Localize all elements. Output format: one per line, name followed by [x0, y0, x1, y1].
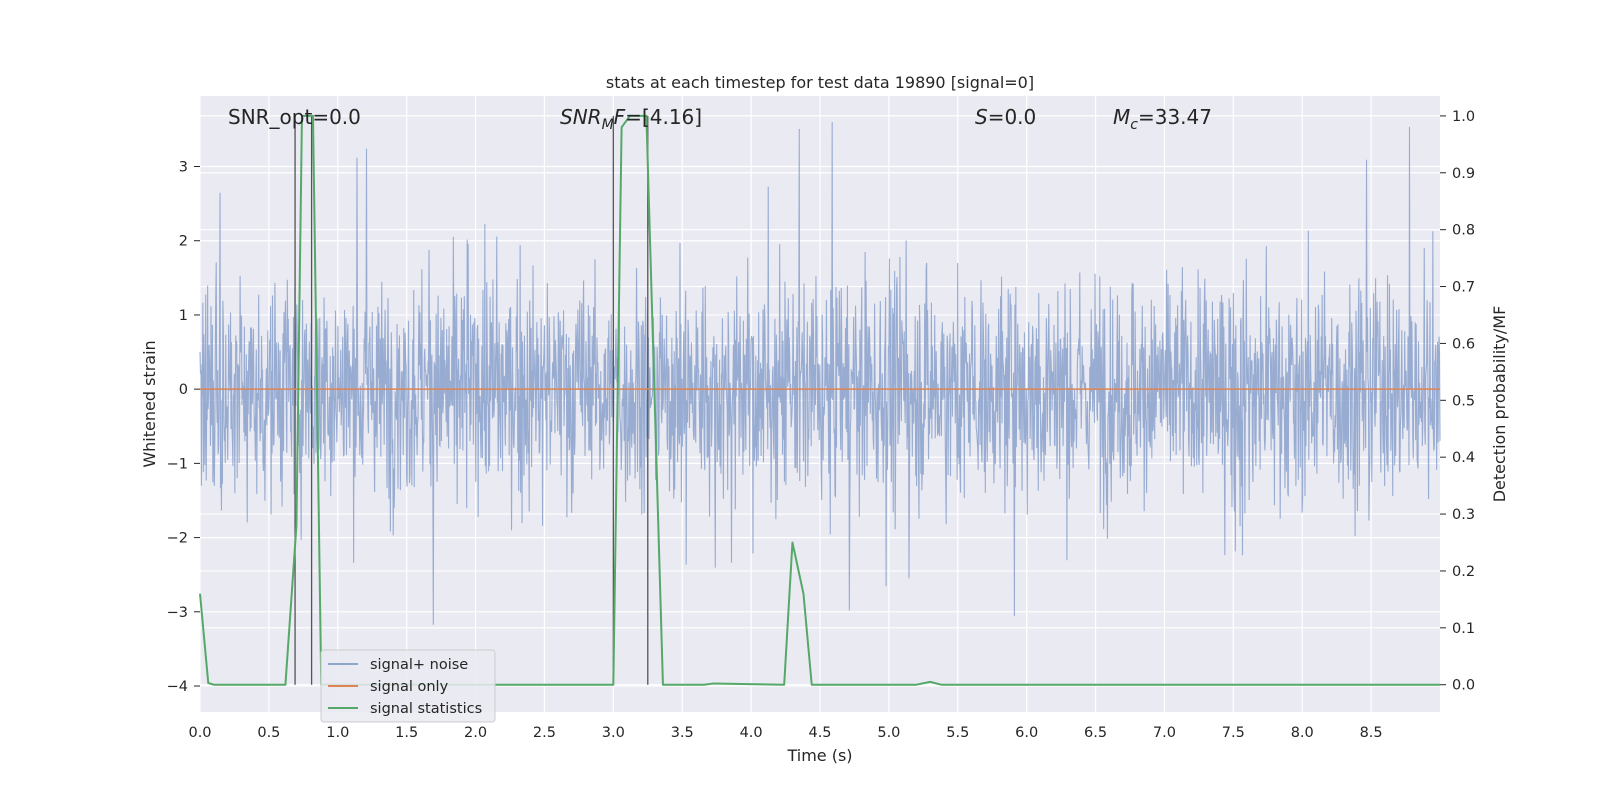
mc-base: M — [1113, 105, 1130, 129]
y2-tick-label: 0.3 — [1452, 507, 1475, 523]
signal-statistics-line — [199, 114, 1440, 686]
y-tick-label: −2 — [167, 531, 188, 547]
y-axis-label: Whitened strain — [140, 340, 159, 467]
y2-tick-label: 0.6 — [1452, 336, 1475, 352]
x-tick-label: 1.5 — [395, 725, 418, 741]
y2-tick-label: 0.7 — [1452, 280, 1475, 296]
mc-value: =33.47 — [1138, 105, 1212, 129]
y2-tick-label: 1.0 — [1452, 109, 1475, 125]
x-tick-label: 7.0 — [1153, 725, 1176, 741]
x-tick-label: 5.0 — [877, 725, 900, 741]
x-tick-label: 6.5 — [1084, 725, 1107, 741]
signal-statistics-series — [199, 114, 1440, 686]
x-tick-label: 8.5 — [1360, 725, 1383, 741]
x-tick-label: 3.0 — [602, 725, 625, 741]
x-tick-label: 0.5 — [257, 725, 280, 741]
s-annotation: S=0.0 — [975, 105, 1036, 129]
s-value: =0.0 — [988, 105, 1037, 129]
noise-trace — [199, 121, 1441, 625]
y2-tick-label: 0.0 — [1452, 678, 1475, 694]
x-axis-label: Time (s) — [786, 746, 852, 765]
x-tick-label: 3.5 — [671, 725, 694, 741]
y-tick-labels: −4 −3 −2 −1 0 1 2 3 — [167, 160, 188, 696]
vertical-markers — [294, 115, 649, 685]
x-tick-label: 5.5 — [946, 725, 969, 741]
s-symbol: S — [975, 105, 988, 129]
y2-tick-label: 0.2 — [1452, 564, 1475, 580]
x-tick-label: 7.5 — [1222, 725, 1245, 741]
mc-annotation: Mc=33.47 — [1113, 105, 1212, 133]
x-tick-label: 0.0 — [188, 725, 211, 741]
y-tick-label: −4 — [167, 679, 188, 695]
y2-tick-label: 0.1 — [1452, 621, 1475, 637]
chart-title: stats at each timestep for test data 198… — [606, 73, 1034, 92]
y-tick-label: −3 — [167, 605, 188, 621]
y2-tick-label: 0.5 — [1452, 393, 1475, 409]
x-tick-label: 8.0 — [1291, 725, 1314, 741]
y-tick-label: −1 — [167, 456, 188, 472]
legend-label-signal-noise: signal+ noise — [370, 657, 468, 673]
legend-box — [320, 649, 496, 723]
snr-mf-annotation: SNRMF=[4.16] — [560, 105, 702, 133]
y2-axis-label: Detection probability/MF — [1490, 306, 1509, 503]
x-tick-label: 6.0 — [1015, 725, 1038, 741]
y-tick-label: 0 — [179, 382, 188, 398]
y2-tick-labels: 0.0 0.1 0.2 0.3 0.4 0.5 0.6 0.7 0.8 0.9 1.0 — [1452, 109, 1475, 694]
x-tick-label: 2.0 — [464, 725, 487, 741]
x-tick-label: 4.5 — [808, 725, 831, 741]
x-tick-label: 4.0 — [740, 725, 763, 741]
snr-mf-value: =[4.16] — [625, 105, 702, 129]
x-tick-label: 1.0 — [326, 725, 349, 741]
snr-opt-annotation: SNR_opt=0.0 — [228, 105, 361, 129]
snr-mf-tail: F — [614, 105, 626, 129]
mc-sub: c — [1130, 117, 1138, 133]
y-tick-label: 1 — [179, 308, 188, 324]
snr-mf-base: SNR — [560, 105, 602, 129]
y2-tick-label: 0.9 — [1452, 166, 1475, 182]
legend-label-signal-statistics: signal statistics — [370, 701, 482, 717]
y2-tick-label: 0.8 — [1452, 223, 1475, 239]
snr-opt-value: =0.0 — [312, 105, 361, 129]
x-tick-labels: 0.0 0.5 1.0 1.5 2.0 2.5 3.0 3.5 4.0 4.5 5.0 5.5 6.0 6… — [188, 725, 1382, 741]
noise-series — [199, 121, 1441, 625]
y-tick-label: 3 — [179, 160, 188, 176]
snr-mf-sub: M — [602, 117, 614, 133]
snr-opt-label: SNR_opt — [228, 105, 312, 129]
y2-tick-label: 0.4 — [1452, 450, 1475, 466]
legend: signal+ noise signal only signal statist… — [320, 649, 496, 723]
x-tick-label: 2.5 — [533, 725, 556, 741]
y-tick-label: 2 — [179, 234, 188, 250]
legend-label-signal-only: signal only — [370, 679, 449, 695]
